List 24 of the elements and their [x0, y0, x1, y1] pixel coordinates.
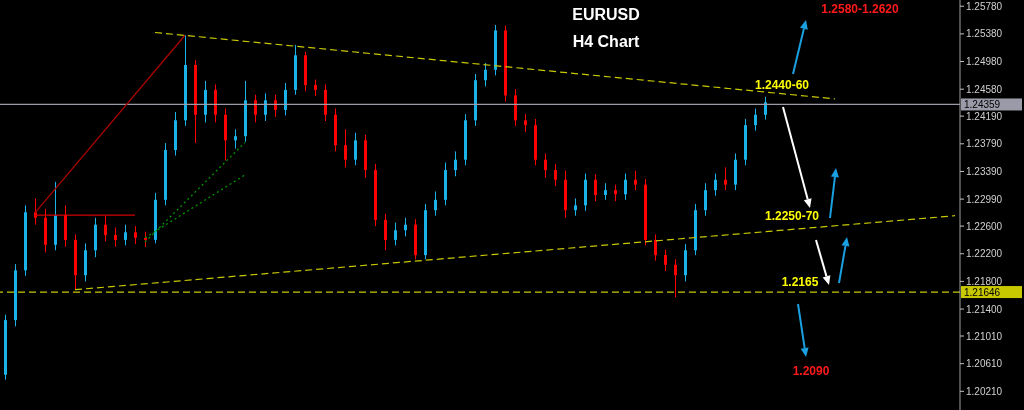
annotation: 1.2250-70 [763, 209, 820, 224]
y-tick-label: 1.25380 [966, 28, 1003, 40]
ref-line-label: 1.24359 [964, 99, 1001, 111]
y-tick-label: 1.20210 [966, 385, 1003, 397]
y-tick-label: 1.22600 [966, 220, 1003, 232]
annotation: 1.2090 [791, 364, 831, 378]
y-tick-label: 1.20610 [966, 358, 1003, 370]
ref-line-label: 1.21646 [964, 287, 1001, 299]
y-tick-label: 1.24980 [966, 56, 1003, 68]
text: H4 Chart [571, 33, 641, 51]
chart-title: EURUSD [571, 6, 641, 24]
y-tick-label: 1.22200 [966, 248, 1003, 260]
y-tick-label: 1.21010 [966, 330, 1003, 342]
y-tick-label: 1.23790 [966, 138, 1003, 150]
annotation: 1.2440-60 [753, 77, 810, 92]
y-tick-label: 1.21800 [966, 275, 1003, 287]
annotation: 1.2165 [780, 274, 820, 289]
y-tick-label: 1.22990 [966, 193, 1003, 205]
y-tick-label: 1.24190 [966, 110, 1003, 122]
y-tick-label: 1.23390 [966, 166, 1003, 178]
annotation: 1.2580-1.2620 [820, 2, 900, 16]
y-tick-label: 1.21400 [966, 303, 1003, 315]
y-tick-label: 1.24580 [966, 83, 1003, 95]
y-tick-label: 1.25780 [966, 0, 1003, 12]
